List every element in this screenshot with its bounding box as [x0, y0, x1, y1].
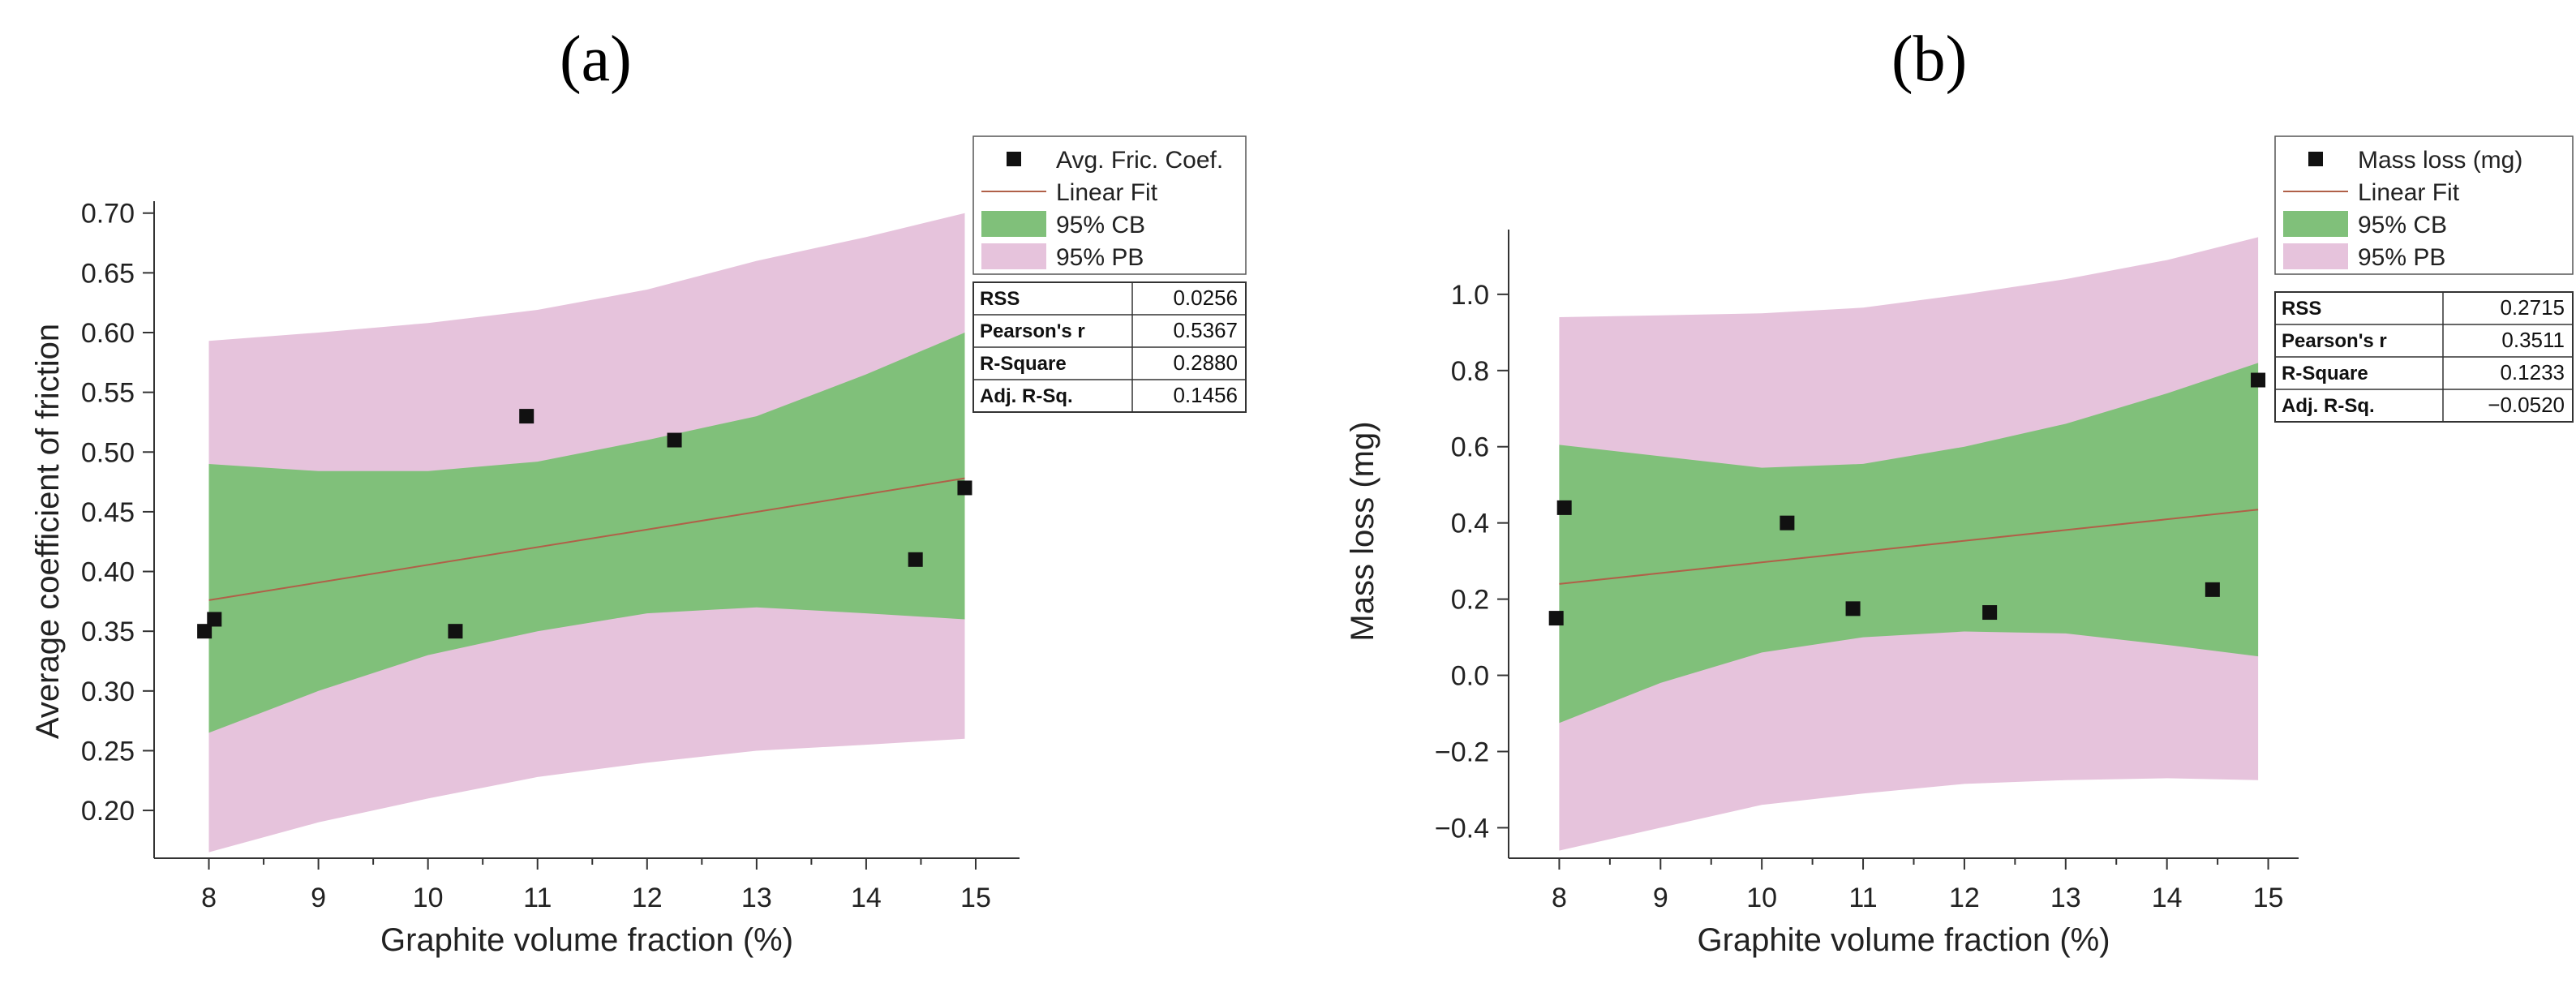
chart1-legend-swatch-pb	[2283, 243, 2348, 269]
chart0-x-tick-label-5: 13	[741, 883, 772, 913]
chart1-x-tick-label-4: 12	[1949, 883, 1980, 913]
chart1-legend-label-pb: 95% PB	[2358, 244, 2445, 271]
chart0-y-tick-label-3: 0.35	[81, 616, 135, 647]
chart1-x-tick-label-7: 15	[2253, 883, 2284, 913]
chart1-x-tick-label-6: 14	[2152, 883, 2183, 913]
chart1-legend-swatch-cb	[2283, 211, 2348, 237]
chart0-stats-label-0: RSS	[980, 288, 1020, 310]
chart0-y-tick-label-1: 0.25	[81, 736, 135, 767]
chart0-x-tick-label-2: 10	[413, 883, 444, 913]
chart0-y-tick-label-2: 0.30	[81, 677, 135, 707]
chart0-data-point-6	[957, 480, 972, 496]
chart1-stats-label-1: Pearson's r	[2282, 330, 2387, 352]
chart1-data-point-0	[1548, 611, 1564, 626]
chart1-data-point-3	[1845, 601, 1861, 616]
chart0-stats-value-0: 0.0256	[1173, 286, 1238, 310]
chart1-y-tick-label-0: −0.4	[1435, 813, 1489, 844]
chart1-stats-value-2: 0.1233	[2500, 360, 2565, 384]
chart1-confidence-band	[1559, 363, 2259, 724]
chart1-legend-label-points: Mass loss (mg)	[2358, 147, 2522, 174]
chart0-legend-label-pb: 95% PB	[1056, 244, 1144, 271]
chart1-y-tick-label-6: 0.8	[1451, 356, 1489, 387]
chart0-stats-value-2: 0.2880	[1173, 350, 1238, 375]
panel-label-a: (a)	[560, 24, 632, 95]
chart0-legend-swatch-points	[1007, 152, 1021, 166]
chart0-stats-value-1: 0.5367	[1173, 318, 1238, 342]
chart0-data-point-4	[667, 432, 682, 448]
chart1-fit-line	[1559, 509, 2259, 585]
chart0-x-tick-label-0: 8	[201, 883, 217, 913]
chart0-stats-label-1: Pearson's r	[980, 320, 1085, 342]
chart0-x-tick-label-6: 14	[851, 883, 882, 913]
chart1-x-tick-label-5: 13	[2050, 883, 2081, 913]
chart0-confidence-band	[208, 333, 965, 733]
chart0-legend-label-cb: 95% CB	[1056, 212, 1145, 238]
chart0-fit-line	[208, 477, 965, 601]
chart0-y-tick-label-7: 0.55	[81, 378, 135, 409]
chart1-y-tick-label-4: 0.4	[1451, 509, 1489, 539]
panel-label-b: (b)	[1891, 24, 1968, 95]
chart1-x-tick-label-2: 10	[1746, 883, 1777, 913]
chart0-y-tick-label-8: 0.60	[81, 318, 135, 349]
chart0-data-point-0	[197, 624, 213, 639]
chart1-x-tick-label-3: 11	[1848, 883, 1877, 913]
chart1-stats-value-1: 0.3511	[2501, 328, 2565, 352]
chart0-x-tick-label-3: 11	[523, 883, 552, 913]
chart0-y-tick-label-9: 0.65	[81, 258, 135, 289]
chart1-x-tick-label-1: 9	[1653, 883, 1668, 913]
chart0-data-point-1	[207, 612, 222, 627]
chart1-stats-label-3: Adj. R-Sq.	[2282, 395, 2375, 417]
chart0-x-tick-label-4: 12	[632, 883, 663, 913]
chart0-stats-value-3: 0.1456	[1173, 383, 1238, 407]
chart1-y-tick-label-2: 0.0	[1451, 661, 1489, 692]
chart0-x-tick-label-1: 9	[311, 883, 326, 913]
chart1-stats-value-3: −0.0520	[2488, 393, 2565, 417]
chart0-y-tick-label-0: 0.20	[81, 796, 135, 827]
chart1-y-tick-label-7: 1.0	[1451, 280, 1489, 311]
chart1-data-point-1	[1556, 500, 1572, 515]
chart1-data-point-4	[1982, 605, 1998, 621]
chart0-stats-label-2: R-Square	[980, 353, 1067, 375]
chart1-data-point-6	[2251, 372, 2266, 388]
chart0-legend-swatch-pb	[981, 243, 1046, 269]
chart1-stats-value-0: 0.2715	[2500, 295, 2565, 320]
chart0-legend-label-points: Avg. Fric. Coef.	[1056, 147, 1223, 174]
chart0-data-point-3	[519, 409, 535, 424]
chart0-data-point-2	[448, 624, 463, 639]
chart0-legend-label-fit: Linear Fit	[1056, 179, 1158, 206]
chart1-stats-label-2: R-Square	[2282, 363, 2368, 384]
chart1-y-tick-label-5: 0.6	[1451, 432, 1489, 463]
chart1-data-point-2	[1780, 515, 1795, 531]
chart1-y-axis-label: Mass loss (mg)	[1345, 421, 1380, 641]
chart0-y-tick-label-10: 0.70	[81, 199, 135, 230]
chart1-x-axis-label: Graphite volume fraction (%)	[1697, 922, 2110, 958]
chart1-y-tick-label-3: 0.2	[1451, 585, 1489, 616]
chart0-y-tick-label-6: 0.50	[81, 437, 135, 468]
chart1-data-point-5	[2205, 582, 2220, 597]
chart1-legend-label-cb: 95% CB	[2358, 212, 2447, 238]
chart0-y-tick-label-4: 0.40	[81, 557, 135, 588]
chart0-y-axis-label: Average coefficient of friction	[30, 324, 66, 739]
chart0-x-axis-label: Graphite volume fraction (%)	[380, 922, 793, 958]
chart1-legend-label-fit: Linear Fit	[2358, 179, 2460, 206]
chart1-y-tick-label-1: −0.2	[1435, 737, 1489, 767]
chart0-stats-label-3: Adj. R-Sq.	[980, 385, 1073, 407]
chart0-legend-swatch-cb	[981, 211, 1046, 237]
chart1-x-tick-label-0: 8	[1552, 883, 1567, 913]
chart0-data-point-5	[908, 552, 923, 567]
chart1-legend-swatch-points	[2308, 152, 2323, 166]
chart1-stats-label-0: RSS	[2282, 298, 2321, 320]
chart0-x-tick-label-7: 15	[960, 883, 991, 913]
chart0-y-tick-label-5: 0.45	[81, 497, 135, 528]
